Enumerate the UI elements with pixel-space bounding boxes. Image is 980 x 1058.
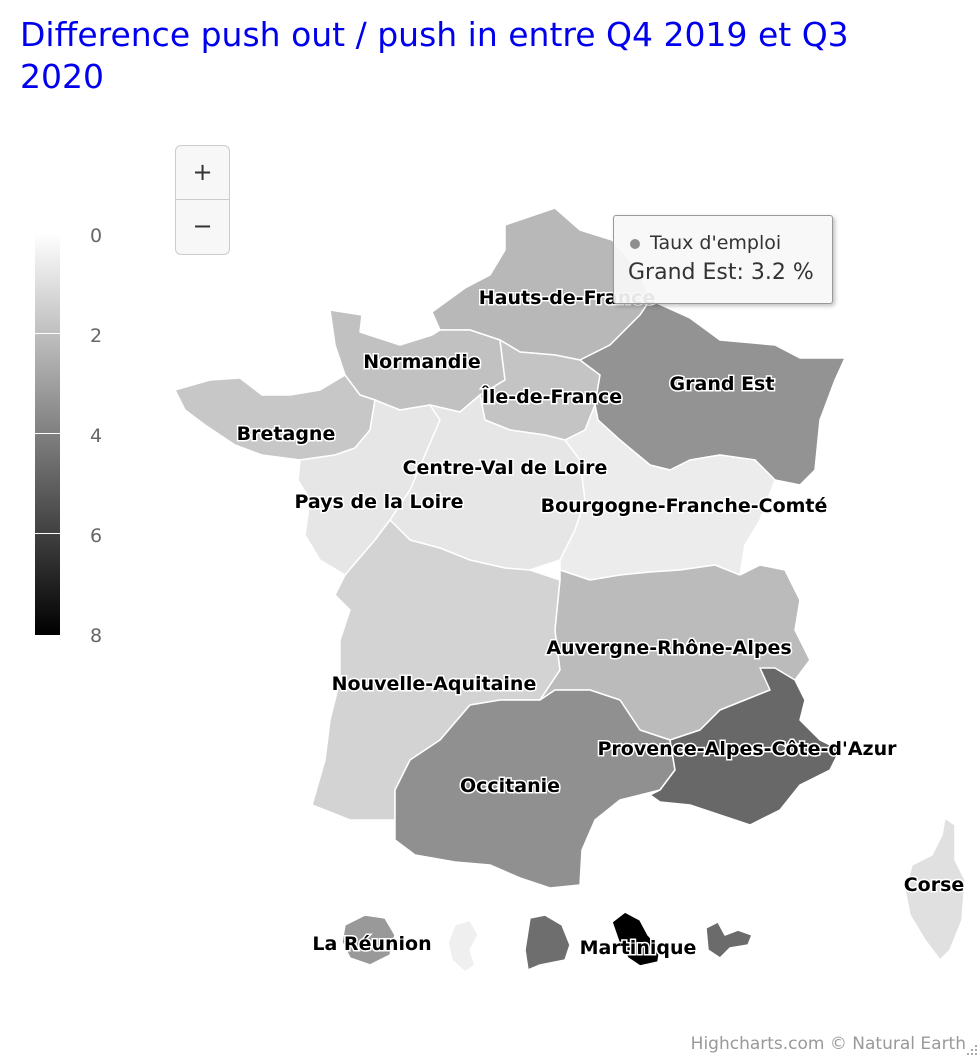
region-mayotte[interactable] <box>447 919 479 973</box>
color-axis-gradient <box>35 233 60 635</box>
map-tooltip: Taux d'emploi Grand Est: 3.2 % <box>613 215 833 304</box>
label-auvergne-rhone-alpes: Auvergne-Rhône-Alpes <box>546 637 791 659</box>
label-grand-est: Grand Est <box>670 373 775 395</box>
color-axis-label: 8 <box>90 625 103 647</box>
label-bretagne: Bretagne <box>237 423 336 445</box>
label-ile-de-france: Île-de-France <box>482 385 622 408</box>
chart-title: Difference push out / push in entre Q4 2… <box>20 15 849 96</box>
label-martinique: Martinique <box>580 937 697 959</box>
region-la-reunion[interactable] <box>341 914 396 966</box>
region-guadeloupe[interactable] <box>705 921 753 959</box>
label-corse: Corse <box>904 874 965 896</box>
label-bourgogne-franche-comte: Bourgogne-Franche-Comté <box>541 495 828 517</box>
credits-link[interactable]: Highcharts.com © Natural Earth <box>690 1034 966 1054</box>
color-axis-label: 6 <box>90 525 103 547</box>
label-provence-alpes-cote-dazur: Provence-Alpes-Côte-d'Azur <box>597 738 897 760</box>
region-bourgogne-franche-comte[interactable] <box>559 404 776 581</box>
color-axis-label: 4 <box>90 425 103 447</box>
label-occitanie: Occitanie <box>460 775 560 797</box>
region-corse[interactable] <box>904 817 966 961</box>
color-axis-tick-line <box>35 533 60 534</box>
zoom-in-button[interactable]: + <box>175 145 230 200</box>
zoom-out-button[interactable]: − <box>175 200 230 255</box>
label-normandie: Normandie <box>363 351 480 373</box>
region-bretagne[interactable] <box>174 374 376 461</box>
color-axis-tick-line <box>35 333 60 334</box>
color-axis-tick-line <box>35 433 60 434</box>
color-axis-label: 2 <box>90 325 103 347</box>
label-centre-val-de-loire: Centre-Val de Loire <box>403 457 608 479</box>
tooltip-point-value: Grand Est: 3.2 % <box>628 260 814 285</box>
resize-grip-icon[interactable] <box>964 1042 978 1056</box>
tooltip-series-dot <box>630 239 640 249</box>
region-guyane[interactable] <box>524 914 571 971</box>
label-pays-de-la-loire: Pays de la Loire <box>295 491 464 513</box>
label-la-reunion: La Réunion <box>312 933 431 955</box>
color-axis-label: 0 <box>90 225 103 247</box>
region-provence-alpes-cote-dazur[interactable] <box>649 667 841 826</box>
tooltip-series-name: Taux d'emploi <box>650 232 782 254</box>
region-martinique[interactable] <box>611 911 661 967</box>
label-nouvelle-aquitaine: Nouvelle-Aquitaine <box>332 673 537 695</box>
